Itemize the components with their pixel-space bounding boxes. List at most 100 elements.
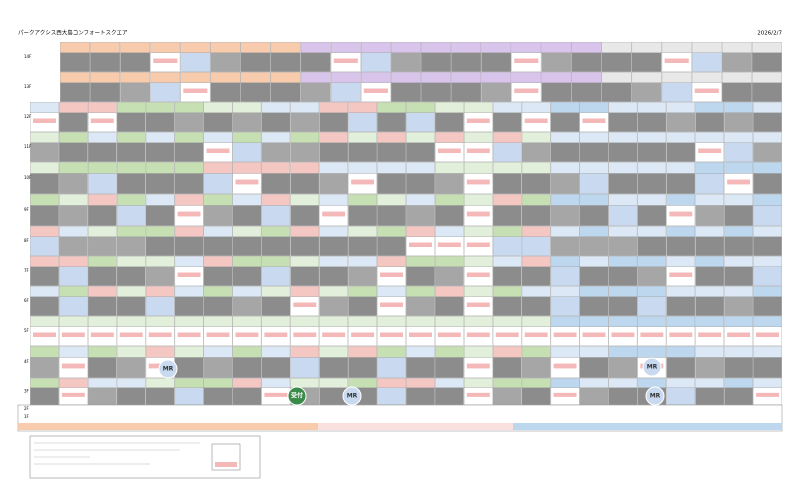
unit-header: [463, 378, 493, 388]
unit-band: [351, 332, 375, 337]
unit-header: [174, 102, 204, 113]
unit-band: [669, 272, 693, 277]
unit-header: [59, 378, 88, 388]
unit-header: [608, 286, 638, 297]
unit-body: [116, 266, 146, 286]
unit-header: [174, 256, 204, 267]
unit-header: [180, 72, 211, 83]
unit-header: [232, 256, 262, 267]
unit-header: [724, 194, 753, 206]
unit-header: [691, 42, 722, 53]
unit-header: [666, 162, 696, 174]
unit-body: [232, 387, 262, 405]
unit-header: [120, 72, 151, 83]
unit-band: [380, 272, 403, 277]
unit-body: [145, 387, 175, 405]
unit-header: [145, 162, 175, 174]
unit-header: [319, 378, 349, 388]
unit-header: [753, 378, 782, 388]
unit-body: [608, 236, 638, 256]
unit-band: [466, 392, 490, 397]
unit-body: [174, 112, 204, 132]
unit-body: [261, 173, 291, 194]
unit-header: [724, 286, 753, 297]
unit-header: [203, 226, 233, 237]
unit-body: [724, 357, 753, 378]
unit-header: [666, 226, 696, 237]
unit-body: [608, 112, 638, 132]
unit-header: [608, 378, 638, 388]
unit-header: [261, 102, 291, 113]
unit-body: [377, 387, 406, 405]
unit-header: [721, 42, 752, 53]
unit-body: [232, 266, 262, 286]
unit-body: [637, 266, 667, 286]
unit-header: [666, 256, 696, 267]
unit-header: [695, 316, 725, 327]
unit-header: [145, 132, 175, 143]
unit-body: [180, 52, 211, 72]
unit-body: [87, 387, 117, 405]
unit-band: [206, 332, 230, 337]
unit-header: [300, 72, 331, 83]
unit-header: [116, 256, 146, 267]
unit-band: [694, 88, 719, 93]
unit-body: [203, 112, 233, 132]
unit-header: [60, 72, 90, 83]
unit-body: [145, 205, 175, 226]
unit-header: [695, 132, 725, 143]
unit-body: [261, 266, 291, 286]
floor-label: 1F: [24, 414, 30, 419]
unit-body: [637, 205, 667, 226]
unit-header: [550, 256, 580, 267]
unit-body: [753, 205, 782, 226]
unit-body: [210, 52, 241, 72]
unit-header: [550, 226, 580, 237]
unit-band: [664, 58, 689, 63]
unit-band: [611, 332, 635, 337]
unit-body: [377, 112, 406, 132]
unit-body: [724, 296, 753, 316]
unit-header: [550, 194, 580, 206]
unit-band: [698, 148, 722, 153]
unit-body: [406, 357, 435, 378]
unit-header: [290, 256, 320, 267]
unit-body: [406, 205, 435, 226]
unit-band: [466, 332, 490, 337]
unit-header: [30, 226, 59, 237]
unit-body: [571, 52, 602, 72]
unit-header: [579, 346, 609, 358]
unit-header: [579, 378, 609, 388]
unit-header: [377, 194, 406, 206]
unit-header: [319, 226, 349, 237]
unit-header: [492, 194, 522, 206]
unit-body: [435, 387, 464, 405]
unit-header: [463, 316, 493, 327]
unit-header: [319, 132, 349, 143]
unit-body: [261, 357, 291, 378]
unit-header: [87, 346, 117, 358]
unit-body: [116, 205, 146, 226]
unit-header: [492, 286, 522, 297]
unit-body: [290, 205, 320, 226]
unit-header: [145, 316, 175, 327]
unit-body: [492, 387, 522, 405]
unit-header: [463, 102, 493, 113]
unit-body: [203, 236, 233, 256]
unit-header: [145, 194, 175, 206]
unit-body: [406, 142, 435, 162]
unit-body: [637, 142, 667, 162]
unit-body: [695, 357, 725, 378]
floor-label: 7F: [24, 268, 30, 273]
unit-body: [608, 387, 638, 405]
floor-label: 4F: [24, 359, 30, 364]
unit-body: [521, 357, 551, 378]
unit-header: [360, 42, 391, 53]
unit-header: [319, 102, 349, 113]
unit-header: [30, 256, 59, 267]
unit-header: [637, 194, 667, 206]
unit-body: [666, 296, 696, 316]
unit-body: [608, 142, 638, 162]
unit-band: [466, 302, 490, 307]
unit-body: [87, 357, 117, 378]
